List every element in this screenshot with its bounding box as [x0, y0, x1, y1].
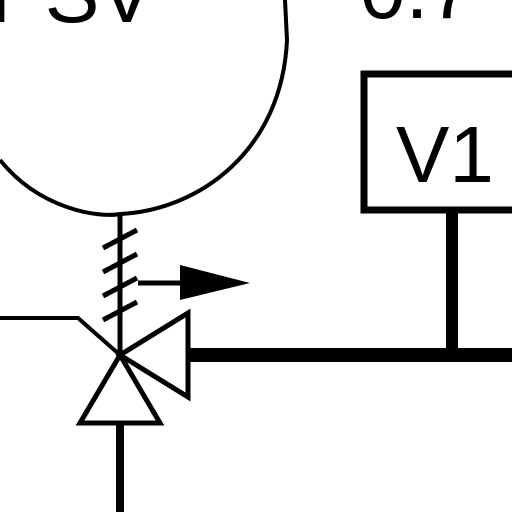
- spring-icon: [101, 227, 139, 323]
- vessel-box: [360, 70, 512, 214]
- psv-instrument-bubble: [0, 0, 290, 217]
- vessel-tag-label: V1: [396, 110, 494, 199]
- left-inlet-line: [0, 316, 122, 357]
- adjust-arrow-icon: [180, 265, 250, 300]
- setpoint-label: 0.7: [360, 0, 474, 36]
- valve-outlet-triangle: [115, 308, 191, 402]
- psv-tag-label: PSV: [0, 0, 154, 40]
